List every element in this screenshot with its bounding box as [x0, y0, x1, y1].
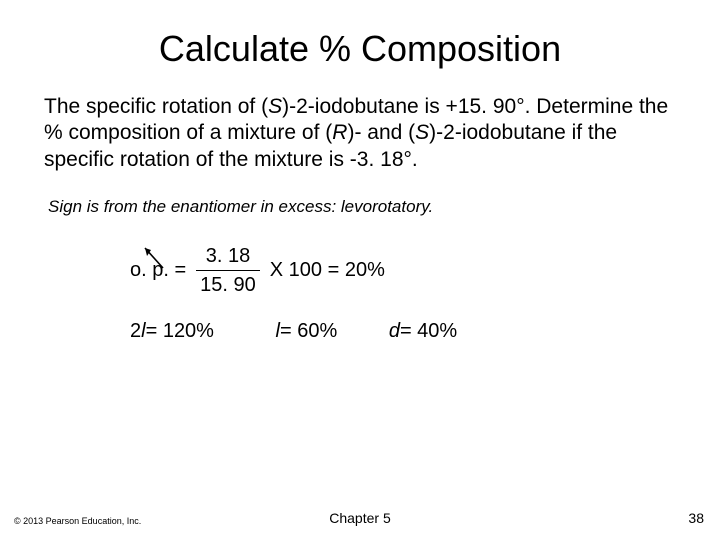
text-fragment: = 120% — [146, 320, 214, 343]
result-2l: 2l = 120% — [130, 320, 214, 343]
text-fragment: )- and ( — [347, 121, 415, 144]
result-d: d = 40% — [389, 320, 457, 343]
formula-lhs: o. p. = — [130, 259, 186, 282]
results-row: 2l = 120% l = 60% d = 40% — [0, 298, 720, 343]
fraction-numerator: 3. 18 — [202, 243, 254, 270]
chapter-label: Chapter 5 — [0, 510, 720, 526]
page-number: 38 — [688, 510, 704, 526]
sign-note: Sign is from the enantiomer in excess: l… — [0, 173, 720, 217]
italic-s: S — [268, 95, 282, 118]
fraction-denominator: 15. 90 — [196, 270, 260, 298]
formula-rhs: X 100 = 20% — [270, 259, 385, 282]
text-fragment: 2 — [130, 320, 141, 343]
text-fragment: The specific rotation of ( — [44, 95, 268, 118]
italic-r: R — [332, 121, 347, 144]
optical-purity-formula: o. p. = 3. 18 15. 90 X 100 = 20% — [0, 217, 720, 298]
italic-s: S — [415, 121, 429, 144]
problem-statement: The specific rotation of (S)-2-iodobutan… — [0, 94, 720, 173]
result-l: l = 60% — [276, 320, 338, 343]
text-fragment: = 40% — [400, 320, 457, 343]
var-d: d — [389, 320, 400, 343]
text-fragment: = 60% — [280, 320, 337, 343]
fraction: 3. 18 15. 90 — [196, 243, 260, 298]
slide-title: Calculate % Composition — [0, 0, 720, 94]
